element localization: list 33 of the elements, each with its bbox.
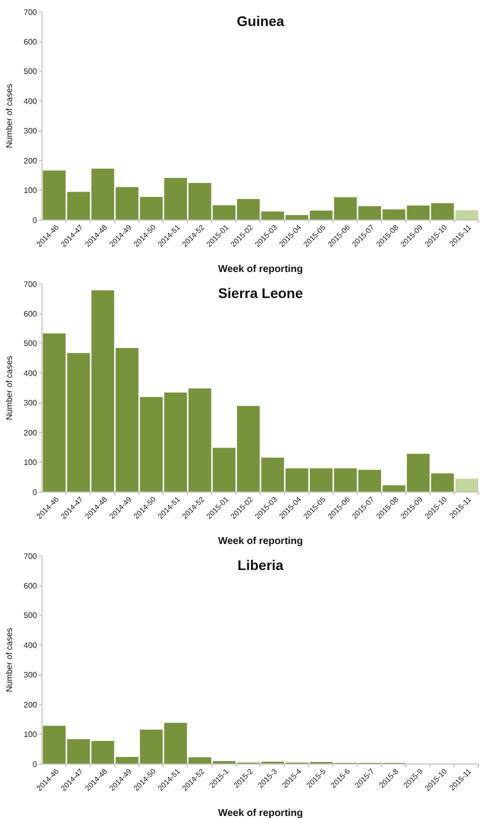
- y-tick-label: 500: [24, 67, 38, 76]
- y-tick-label: 700: [24, 280, 38, 289]
- y-tick-label: 200: [24, 428, 38, 438]
- y-tick-label: 100: [24, 186, 38, 196]
- chart-title: Guinea: [236, 13, 284, 29]
- y-tick-label: 500: [24, 339, 38, 348]
- x-axis-title: Week of reporting: [218, 264, 303, 275]
- y-tick-label: 300: [24, 670, 38, 680]
- y-tick-label: 100: [24, 730, 38, 740]
- y-tick-label: 600: [24, 38, 38, 47]
- y-tick-label: 200: [24, 156, 38, 166]
- y-tick-label: 400: [24, 640, 38, 650]
- y-axis-title: Number of cases: [4, 356, 14, 420]
- x-axis-title: Week of reporting: [218, 808, 303, 818]
- y-tick-label: 400: [24, 96, 38, 106]
- y-tick-label: 600: [24, 582, 38, 591]
- y-axis-title: Number of cases: [4, 628, 14, 692]
- y-tick-label: 0: [32, 216, 38, 225]
- y-tick-label: 300: [24, 398, 38, 408]
- chart-title: Liberia: [238, 557, 284, 573]
- y-axis-title: Number of cases: [4, 84, 14, 148]
- y-tick-label: 600: [24, 310, 38, 319]
- y-tick-label: 100: [24, 458, 38, 468]
- y-tick-label: 700: [24, 552, 38, 561]
- chart-title: Sierra Leone: [218, 285, 304, 301]
- y-tick-label: 400: [24, 368, 38, 378]
- y-tick-label: 700: [24, 8, 38, 17]
- y-tick-label: 0: [32, 488, 38, 497]
- y-tick-label: 0: [32, 760, 38, 769]
- y-tick-label: 200: [24, 700, 38, 710]
- y-tick-label: 500: [24, 611, 38, 620]
- x-axis-title: Week of reporting: [218, 536, 303, 547]
- y-tick-label: 300: [24, 126, 38, 136]
